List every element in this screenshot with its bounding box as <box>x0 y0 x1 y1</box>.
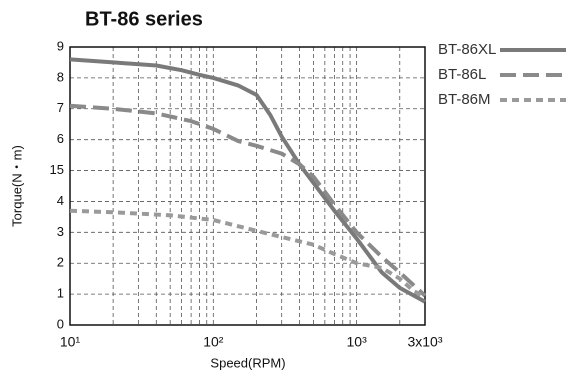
y-axis-label: Torque(N・m) <box>9 145 24 227</box>
y-tick-label: 3 <box>57 224 64 239</box>
y-tick-label: 2 <box>57 255 64 270</box>
x-tick-label: 3x10³ <box>407 334 442 350</box>
x-tick-label: 10¹ <box>60 334 81 350</box>
x-axis-label: Speed(RPM) <box>210 355 285 370</box>
y-tick-label: 0 <box>57 316 64 331</box>
series-line <box>69 103 427 298</box>
plot-frame <box>69 46 426 326</box>
x-tick-label: 10³ <box>347 334 368 350</box>
series-line <box>69 208 426 299</box>
chart-title: BT-86 series <box>85 8 203 30</box>
legend-label: BT-86XL <box>438 41 496 58</box>
y-tick-label: 8 <box>57 69 64 84</box>
x-tick-label: 10² <box>203 334 224 350</box>
y-tick-label: 1 <box>57 286 64 301</box>
y-tick-label: 15 <box>50 162 64 177</box>
y-tick-label: 9 <box>57 38 64 53</box>
legend-label: BT-86L <box>438 66 486 83</box>
legend-label: BT-86M <box>438 91 491 108</box>
series-line <box>69 57 426 304</box>
y-tick-label: 4 <box>57 193 64 208</box>
y-tick-label: 7 <box>57 100 64 115</box>
y-tick-label: 6 <box>57 131 64 146</box>
